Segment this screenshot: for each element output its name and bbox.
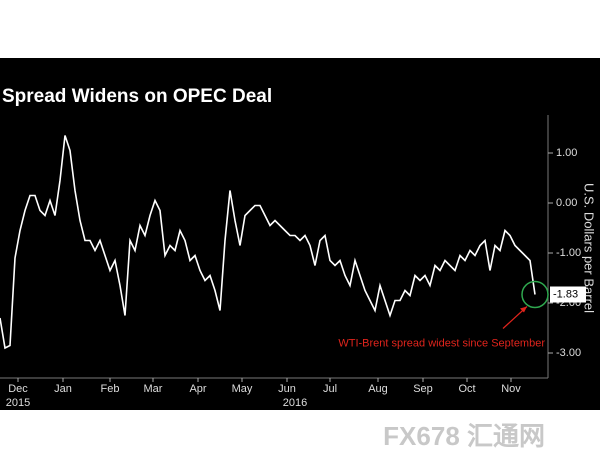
x-year-label: 2016	[283, 397, 307, 409]
y-tick-label: -3.00	[556, 347, 581, 359]
watermark: FX678 汇通网	[383, 421, 545, 451]
line-series	[0, 135, 536, 350]
chart-title: Spread Widens on OPEC Deal	[2, 86, 272, 107]
last-value-label: -1.83	[553, 288, 578, 300]
annotation-arrowhead	[520, 306, 527, 313]
y-tick-label: -1.00	[556, 247, 581, 259]
x-tick-label: Aug	[368, 383, 388, 395]
x-tick-label: Oct	[458, 383, 475, 395]
last-value-box	[550, 286, 586, 303]
x-tick-label: Jul	[323, 383, 337, 395]
x-tick-label: Mar	[144, 383, 163, 395]
x-year-label: 2015	[6, 397, 30, 409]
x-tick-label: Jun	[278, 383, 296, 395]
x-tick-label: Apr	[189, 383, 206, 395]
x-tick-label: Feb	[101, 383, 120, 395]
x-tick-label: Dec	[8, 383, 28, 395]
y-tick-label: 1.00	[556, 147, 577, 159]
x-tick-label: Jan	[54, 383, 72, 395]
highlight-circle	[521, 280, 549, 309]
x-tick-label: Nov	[501, 383, 521, 395]
chart-background	[0, 58, 600, 410]
y-axis-label: U.S. Dollars per Barrel	[582, 183, 597, 313]
y-tick-label: 0.00	[556, 197, 577, 209]
x-tick-label: Sep	[413, 383, 433, 395]
annotation: WTI-Brent spread widest since September	[338, 337, 545, 349]
x-tick-label: May	[232, 383, 253, 395]
